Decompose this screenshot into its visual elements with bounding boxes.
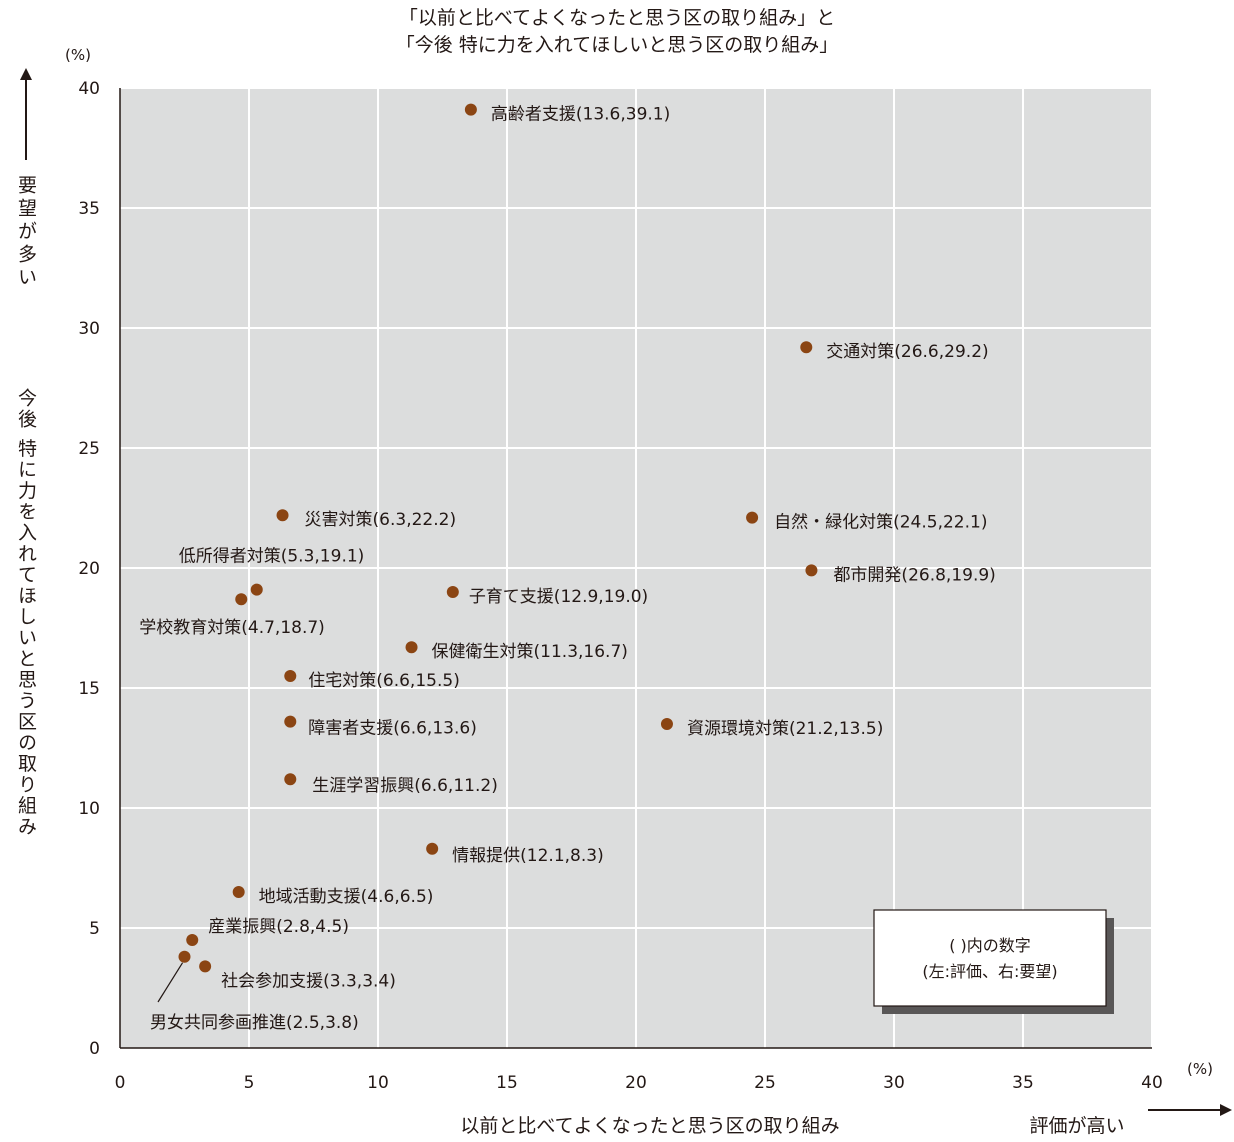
y-tick-label: 5 — [89, 919, 100, 939]
x-tick-label: 5 — [244, 1073, 255, 1093]
y-tick-label: 0 — [89, 1039, 100, 1059]
x-tick-label: 30 — [883, 1073, 905, 1093]
data-point — [199, 960, 212, 973]
data-point — [405, 641, 418, 654]
x-tick-label: 20 — [625, 1073, 647, 1093]
data-label: 子育て支援(12.9,19.0) — [469, 587, 648, 607]
y-tick-label: 10 — [78, 799, 100, 819]
data-point — [284, 773, 297, 786]
data-point — [746, 511, 759, 524]
chart-title-line: 「以前と比べてよくなったと思う区の取り組み」と — [399, 7, 835, 29]
leader-line — [157, 962, 184, 1003]
data-point — [464, 103, 477, 116]
data-label: 産業振興(2.8,4.5) — [208, 917, 349, 937]
data-label: 交通対策(26.6,29.2) — [826, 342, 988, 362]
legend-line: ( )内の数字 — [949, 936, 1031, 955]
data-point — [284, 670, 297, 682]
data-point — [232, 886, 245, 898]
y-tick-label: 40 — [78, 79, 100, 99]
data-point — [250, 583, 263, 596]
data-label: 保健衛生対策(11.3,16.7) — [432, 642, 628, 662]
data-label: 住宅対策(6.6,15.5) — [308, 671, 460, 691]
data-point — [446, 586, 459, 598]
data-point — [805, 564, 818, 577]
data-label: 資源環境対策(21.2,13.5) — [687, 719, 883, 739]
data-point — [276, 509, 289, 522]
x-tick-label: 15 — [496, 1073, 518, 1093]
data-label: 地域活動支援(4.6,6.5) — [259, 887, 434, 907]
x-tick-label: 10 — [367, 1073, 389, 1093]
data-label: 男女共同参画推進(2.5,3.8) — [150, 1013, 359, 1033]
y-axis-direction-label: 要望が多い — [15, 175, 37, 290]
chart-title-line: 「今後 特に力を入れてほしいと思う区の取り組み」 — [396, 34, 838, 56]
y-unit-label: (%) — [65, 46, 91, 64]
x-tick-label: 40 — [1141, 1073, 1163, 1093]
data-point — [426, 842, 439, 855]
legend-line: (左:評価、右:要望) — [922, 962, 1057, 981]
data-label: 社会参加支援(3.3,3.4) — [221, 971, 396, 991]
data-label: 情報提供(12.1,8.3) — [452, 846, 604, 866]
data-point — [800, 341, 813, 354]
data-label: 高齢者支援(13.6,39.1) — [491, 105, 670, 125]
y-tick-label: 30 — [78, 319, 100, 339]
data-label: 自然・緑化対策(24.5,22.1) — [774, 513, 987, 533]
y-tick-label: 15 — [78, 679, 100, 699]
data-point — [178, 950, 191, 963]
y-axis-label: 今後 特に力を入れてほしいと思う区の取り組み — [15, 388, 37, 837]
y-tick-label: 20 — [78, 559, 100, 579]
x-tick-label: 35 — [1012, 1073, 1034, 1093]
data-label: 生涯学習振興(6.6,11.2) — [312, 776, 498, 796]
x-tick-label: 0 — [115, 1073, 126, 1093]
data-label: 障害者支援(6.6,13.6) — [308, 719, 477, 739]
x-tick-label: 25 — [754, 1073, 776, 1093]
data-label: 都市開発(26.8,19.9) — [833, 565, 995, 585]
legend-box — [873, 909, 1107, 1007]
data-label: 学校教育対策(4.7,18.7) — [139, 618, 325, 638]
data-label: 災害対策(6.3,22.2) — [305, 510, 457, 530]
x-unit-label: (%) — [1187, 1060, 1213, 1078]
y-tick-label: 35 — [78, 199, 100, 219]
x-axis-direction-label: 評価が高い — [1029, 1115, 1124, 1137]
data-label: 低所得者対策(5.3,19.1) — [179, 547, 365, 567]
data-point — [284, 715, 297, 728]
data-point — [186, 934, 199, 946]
y-tick-label: 25 — [78, 439, 100, 459]
x-axis-label: 以前と比べてよくなったと思う区の取り組み — [460, 1115, 839, 1137]
data-point — [660, 718, 673, 730]
data-point — [235, 593, 248, 606]
